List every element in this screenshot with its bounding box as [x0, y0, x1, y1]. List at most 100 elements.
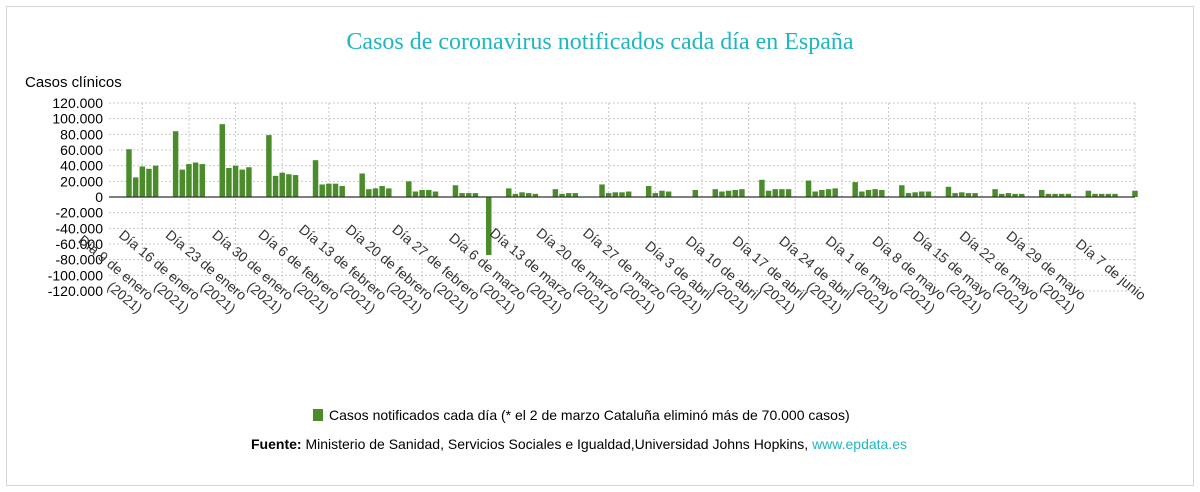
- bar[interactable]: [1058, 193, 1065, 197]
- bar[interactable]: [339, 186, 345, 197]
- bar[interactable]: [879, 189, 885, 197]
- bar[interactable]: [126, 149, 132, 197]
- bar[interactable]: [859, 191, 865, 197]
- bar[interactable]: [232, 165, 239, 197]
- bar[interactable]: [779, 189, 785, 197]
- bar[interactable]: [466, 193, 472, 197]
- bar[interactable]: [1019, 193, 1025, 197]
- bar[interactable]: [952, 193, 958, 197]
- bar[interactable]: [272, 175, 279, 197]
- bar[interactable]: [379, 186, 385, 197]
- bar[interactable]: [712, 189, 719, 197]
- bar[interactable]: [599, 184, 605, 197]
- bar[interactable]: [326, 183, 332, 197]
- bar[interactable]: [999, 193, 1005, 197]
- bar[interactable]: [1012, 193, 1018, 197]
- bar[interactable]: [192, 162, 199, 197]
- bar[interactable]: [386, 188, 392, 197]
- bar[interactable]: [852, 182, 858, 197]
- bar[interactable]: [532, 193, 539, 197]
- bar[interactable]: [645, 186, 652, 197]
- bar[interactable]: [426, 189, 432, 197]
- bar[interactable]: [625, 191, 632, 197]
- bar[interactable]: [406, 181, 412, 197]
- bar[interactable]: [139, 166, 146, 197]
- bar[interactable]: [1132, 190, 1138, 197]
- bar[interactable]: [172, 131, 179, 197]
- bar[interactable]: [319, 184, 325, 197]
- bar[interactable]: [286, 174, 292, 197]
- bar[interactable]: [1085, 190, 1092, 197]
- bar[interactable]: [559, 193, 565, 197]
- bar[interactable]: [605, 193, 612, 197]
- bar[interactable]: [739, 189, 745, 197]
- bar[interactable]: [1052, 193, 1058, 197]
- bar[interactable]: [732, 189, 738, 197]
- bar[interactable]: [1065, 193, 1072, 197]
- bar[interactable]: [765, 190, 772, 197]
- bar[interactable]: [665, 191, 672, 197]
- bar[interactable]: [1098, 193, 1105, 197]
- bar[interactable]: [919, 191, 925, 197]
- bar[interactable]: [959, 192, 965, 197]
- bar[interactable]: [519, 192, 525, 197]
- bar[interactable]: [965, 193, 972, 197]
- bar[interactable]: [972, 193, 978, 197]
- bar[interactable]: [199, 164, 206, 197]
- bar[interactable]: [805, 180, 812, 197]
- bar[interactable]: [226, 168, 232, 197]
- bar[interactable]: [1005, 193, 1012, 197]
- bar[interactable]: [759, 179, 765, 197]
- bar[interactable]: [1038, 189, 1045, 197]
- bar[interactable]: [865, 189, 872, 197]
- bar[interactable]: [1105, 193, 1112, 197]
- bar[interactable]: [1092, 193, 1098, 197]
- bar[interactable]: [239, 169, 245, 197]
- bar[interactable]: [366, 189, 372, 197]
- bar[interactable]: [832, 188, 838, 197]
- bar[interactable]: [246, 167, 252, 197]
- bar[interactable]: [819, 189, 825, 197]
- bar[interactable]: [612, 192, 619, 197]
- bar[interactable]: [412, 191, 419, 197]
- bar[interactable]: [419, 189, 425, 197]
- bar[interactable]: [1045, 193, 1052, 197]
- bar[interactable]: [266, 135, 272, 197]
- bar[interactable]: [279, 172, 285, 197]
- bar[interactable]: [359, 173, 365, 198]
- bar[interactable]: [719, 191, 725, 197]
- bar[interactable]: [486, 197, 492, 255]
- bar[interactable]: [312, 160, 319, 197]
- bar[interactable]: [292, 175, 299, 197]
- bar[interactable]: [872, 189, 878, 197]
- bar[interactable]: [186, 164, 192, 197]
- bar[interactable]: [992, 189, 998, 197]
- bar[interactable]: [945, 186, 952, 197]
- bar[interactable]: [179, 169, 186, 197]
- source-link[interactable]: www.epdata.es: [811, 436, 907, 452]
- bar[interactable]: [899, 185, 905, 197]
- bar[interactable]: [912, 192, 918, 197]
- bar[interactable]: [525, 193, 532, 197]
- bar[interactable]: [825, 189, 832, 197]
- bar[interactable]: [472, 193, 479, 197]
- bar[interactable]: [565, 193, 572, 197]
- bar[interactable]: [772, 189, 778, 197]
- bar[interactable]: [146, 168, 152, 197]
- bar[interactable]: [452, 185, 459, 197]
- bar[interactable]: [659, 190, 665, 197]
- bar[interactable]: [619, 192, 625, 197]
- bar[interactable]: [572, 193, 579, 197]
- bar[interactable]: [652, 193, 659, 197]
- bar[interactable]: [219, 124, 225, 197]
- bar[interactable]: [332, 183, 339, 197]
- bar[interactable]: [132, 177, 139, 197]
- bar[interactable]: [725, 190, 732, 197]
- bar[interactable]: [925, 191, 932, 197]
- bar[interactable]: [512, 193, 519, 197]
- bar[interactable]: [506, 188, 512, 197]
- bar[interactable]: [152, 165, 159, 197]
- bar[interactable]: [432, 191, 439, 197]
- bar[interactable]: [785, 189, 792, 197]
- legend[interactable]: Casos notificados cada día (* el 2 de ma…: [313, 407, 850, 423]
